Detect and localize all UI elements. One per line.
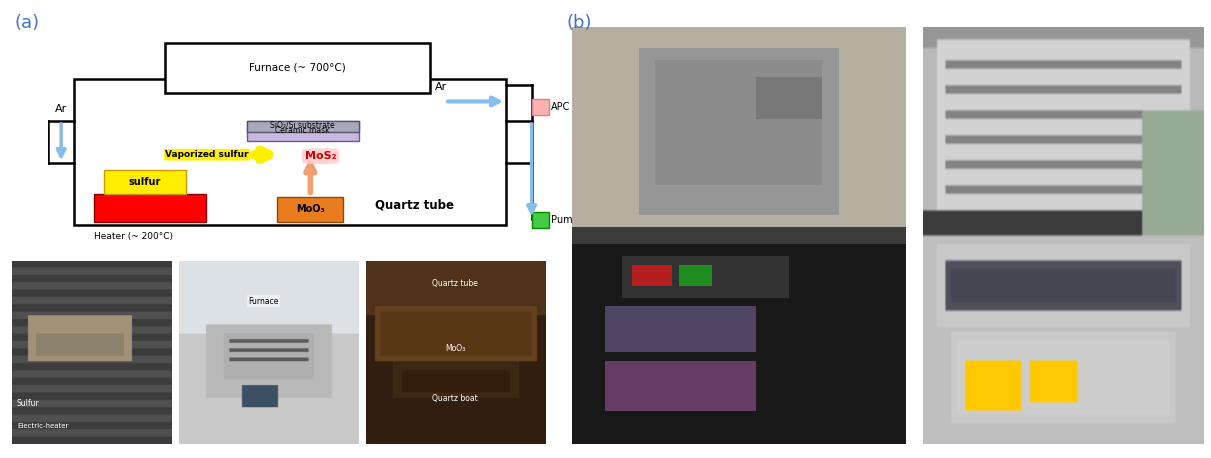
Text: Furnace (~ 700°C): Furnace (~ 700°C) <box>249 63 346 73</box>
Bar <box>166 43 430 93</box>
Text: Ar: Ar <box>435 82 447 92</box>
Text: Furnace: Furnace <box>248 297 279 306</box>
Text: MoO₃: MoO₃ <box>295 204 325 214</box>
Text: Electric-heater: Electric-heater <box>17 423 68 429</box>
Text: (a): (a) <box>15 14 40 32</box>
Text: (b): (b) <box>567 14 592 32</box>
Text: sulfur: sulfur <box>128 177 161 187</box>
Text: MoO₃: MoO₃ <box>446 344 465 354</box>
Text: Pump: Pump <box>551 215 579 225</box>
Text: Vaporized sulfur: Vaporized sulfur <box>166 150 249 159</box>
Bar <box>104 170 185 194</box>
Text: Ceramic mask: Ceramic mask <box>275 126 331 136</box>
Text: Sulfur: Sulfur <box>17 399 40 409</box>
Bar <box>277 197 344 222</box>
Bar <box>247 121 358 141</box>
Text: APC: APC <box>551 102 570 112</box>
Text: Quartz boat: Quartz boat <box>432 394 478 403</box>
Bar <box>532 98 550 115</box>
Text: Quartz tube: Quartz tube <box>432 278 478 288</box>
Text: SiO₂/Si substrate: SiO₂/Si substrate <box>270 121 335 130</box>
Text: Ar: Ar <box>54 104 68 114</box>
Bar <box>247 121 358 132</box>
Bar <box>74 79 506 225</box>
Text: MoS₂: MoS₂ <box>305 151 337 161</box>
Text: Heater (~ 200°C): Heater (~ 200°C) <box>94 232 173 241</box>
Text: Quartz tube: Quartz tube <box>375 199 454 212</box>
Bar <box>532 212 550 228</box>
Bar <box>94 194 206 222</box>
